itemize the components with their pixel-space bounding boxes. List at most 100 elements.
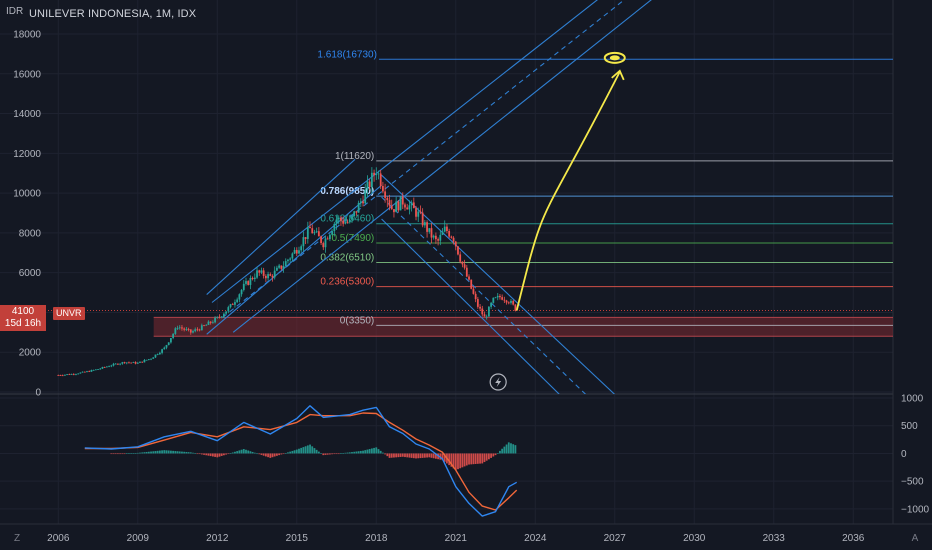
macd-histogram-bar (284, 453, 287, 454)
candle-body (366, 181, 369, 190)
macd-histogram-bar (324, 453, 327, 455)
macd-histogram-bar (302, 447, 305, 454)
macd-histogram-bar (441, 453, 444, 461)
macd-histogram-bar (262, 453, 265, 456)
macd-histogram-bar (317, 451, 320, 454)
symbol-title[interactable]: UNILEVER INDONESIA, 1M, IDX (29, 8, 197, 20)
macd-histogram-bar (505, 444, 508, 454)
macd-histogram-bar (218, 453, 221, 457)
candle-body (130, 362, 133, 364)
candle-body (357, 202, 360, 213)
macd-histogram-bar (501, 448, 504, 454)
macd-histogram-bar (163, 450, 166, 454)
macd-histogram-bar (333, 453, 336, 455)
candle-body (92, 369, 95, 371)
support-zone (153, 317, 893, 337)
candle-body (242, 283, 245, 290)
candle-body (289, 258, 292, 260)
candle-body (240, 289, 243, 295)
macd-histogram-bar (476, 453, 479, 464)
macd-histogram-bar (461, 453, 464, 468)
bar-countdown: 15d 16h (4, 318, 42, 329)
macd-histogram-bar (300, 447, 303, 454)
candle-body (335, 219, 338, 224)
candle-body (359, 201, 362, 203)
macd-histogram-bar (397, 453, 400, 458)
candle-body (231, 304, 234, 306)
price-tick-label: 16000 (13, 69, 41, 80)
macd-histogram-bar (426, 453, 428, 458)
candle-body (249, 277, 252, 285)
candle-body (329, 234, 331, 240)
candle-body (370, 172, 373, 187)
macd-histogram-bar (258, 453, 261, 455)
macd-histogram-bar (287, 452, 289, 454)
candle-body (282, 265, 285, 269)
candle-body (205, 324, 208, 326)
candle-body (225, 311, 228, 314)
candle-body (326, 238, 329, 240)
candle-body (300, 246, 303, 251)
macd-histogram-bar (415, 453, 417, 459)
candle-body (176, 328, 179, 329)
macd-histogram-bar (499, 450, 501, 454)
candle-body (351, 216, 353, 220)
candle-body (410, 202, 413, 206)
macd-histogram-bar (143, 452, 146, 454)
macd-histogram-bar (234, 451, 236, 454)
projection-arrow (515, 71, 621, 311)
candle-body (108, 366, 110, 368)
candle-body (110, 365, 113, 367)
price-axis-unit: IDR (6, 6, 24, 17)
macd-histogram-bar (223, 453, 225, 456)
candle-body (68, 374, 71, 376)
macd-histogram-bar (134, 452, 137, 454)
candle-body (229, 304, 232, 308)
time-tick-label: 2009 (127, 533, 150, 544)
macd-histogram-bar (132, 453, 135, 454)
macd-histogram-bar (384, 453, 387, 455)
macd-histogram-bar (229, 453, 232, 454)
candle-body (404, 204, 406, 208)
candle-body (156, 354, 159, 356)
candle-body (368, 181, 371, 187)
candle-body (154, 354, 157, 358)
macd-histogram-bar (304, 446, 307, 454)
macd-histogram-bar (154, 451, 157, 454)
candle-body (362, 201, 364, 204)
macd-histogram-bar (309, 444, 311, 454)
target-marker (603, 51, 626, 64)
macd-histogram-bar (379, 450, 382, 454)
candle-body (183, 328, 186, 330)
macd-histogram-bar (211, 453, 214, 457)
candle-body (459, 254, 462, 262)
macd-line (84, 405, 518, 517)
early-channel-lower (206, 184, 382, 335)
macd-histogram-bar (158, 450, 161, 454)
macd-histogram-bar (125, 453, 128, 454)
timezone-toggle-button[interactable]: Z (13, 533, 21, 544)
macd-histogram-bar (419, 453, 422, 459)
candle-body (141, 361, 144, 363)
price-tick-label: 12000 (13, 149, 41, 160)
candle-body (417, 211, 420, 217)
macd-histogram-bar (322, 453, 325, 456)
candle-body (322, 243, 325, 248)
candle-body (353, 211, 356, 217)
candle-body (101, 367, 104, 369)
candle-body (88, 371, 91, 373)
auto-scale-button[interactable]: A (911, 533, 919, 544)
macd-histogram-bar (306, 445, 309, 454)
macd-histogram-bar (249, 451, 252, 454)
time-tick-label: 2027 (604, 533, 627, 544)
macd-histogram-bar (412, 453, 415, 459)
price-tick-label: 2000 (19, 348, 42, 359)
candle-body (295, 249, 298, 254)
signal-line (84, 412, 518, 511)
macd-histogram-bar (271, 453, 274, 458)
macd-histogram-bar (214, 453, 216, 457)
macd-histogram-bar (260, 453, 263, 455)
macd-histogram-bar (359, 450, 362, 454)
candle-body (163, 347, 166, 350)
candle-body (64, 374, 66, 376)
